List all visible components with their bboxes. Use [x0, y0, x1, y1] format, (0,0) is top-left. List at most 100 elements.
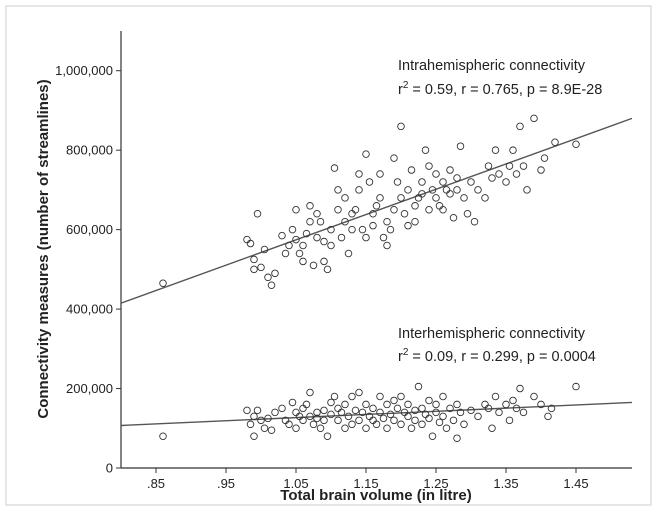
intrahemispheric-point	[428, 186, 437, 194]
intra-annotation-stats: r2 = 0.59, r = 0.765, p = 8.9E-28	[398, 80, 602, 98]
interhemispheric-point	[288, 398, 297, 407]
intrahemispheric-point	[397, 194, 405, 202]
interhemispheric-point	[362, 424, 370, 433]
intrahemispheric-point	[257, 263, 265, 272]
intrahemispheric-point	[404, 221, 412, 230]
intrahemispheric-point	[404, 186, 412, 194]
intrahemispheric-point	[390, 154, 398, 162]
intrahemispheric-point	[470, 217, 479, 226]
intrahemispheric-point	[425, 206, 433, 214]
interhemispheric-point	[257, 416, 265, 425]
interhemispheric-point	[537, 400, 545, 409]
interhemispheric-point	[253, 406, 262, 415]
intrahemispheric-fit-line	[120, 117, 633, 304]
interhemispheric-point	[334, 416, 342, 425]
intrahemispheric-point	[523, 186, 531, 194]
y-tick-label: 800,000	[66, 143, 113, 158]
intrahemispheric-point	[369, 209, 377, 218]
interhemispheric-point	[320, 406, 328, 415]
intrahemispheric-point	[397, 122, 405, 131]
interhemispheric-point	[414, 382, 423, 391]
interhemispheric-point	[243, 406, 251, 415]
intrahemispheric-point	[463, 209, 472, 218]
interhemispheric-point	[348, 392, 356, 401]
interhemispheric-point	[509, 396, 517, 405]
intrahemispheric-point	[250, 265, 258, 274]
intrahemispheric-point	[446, 166, 454, 174]
interhemispheric-point	[271, 408, 279, 417]
intrahemispheric-point	[264, 273, 272, 282]
intrahemispheric-point	[295, 249, 304, 258]
y-tick-label: 200,000	[66, 381, 113, 396]
intrahemispheric-point	[432, 194, 440, 202]
intrahemispheric-point	[327, 241, 335, 250]
intrahemispheric-point	[439, 206, 447, 214]
interhemispheric-point	[432, 400, 440, 409]
y-tick-label: 0	[106, 461, 113, 476]
intrahemispheric-point	[439, 178, 447, 186]
intrahemispheric-point	[306, 202, 314, 210]
y-tick-label: 600,000	[66, 222, 113, 237]
interhemispheric-point	[313, 408, 321, 417]
intrahemispheric-point	[302, 229, 311, 238]
x-tick-label: .95	[217, 476, 235, 491]
intrahemispheric-point	[278, 231, 286, 240]
inter-stats-superscript: 2	[403, 347, 409, 358]
interhemispheric-point	[327, 410, 335, 419]
interhemispheric-point	[397, 420, 405, 429]
intrahemispheric-point	[292, 206, 300, 214]
interhemispheric-point	[446, 404, 454, 413]
interhemispheric-point	[299, 416, 307, 425]
interhemispheric-point	[246, 420, 255, 429]
intrahemispheric-point	[376, 194, 384, 202]
intrahemispheric-point	[330, 164, 339, 172]
interhemispheric-point	[260, 424, 269, 433]
interhemispheric-point	[453, 434, 461, 442]
y-axis-ticks: 0 200,000 400,000 600,000 800,000 1,000,000	[55, 63, 121, 476]
interhemispheric-point	[491, 392, 500, 401]
inter-stats-prefix: r	[398, 349, 403, 365]
y-tick-label: 1,000,000	[55, 63, 113, 78]
intrahemispheric-point	[481, 194, 489, 202]
intrahemispheric-point	[355, 186, 363, 194]
interhemispheric-point	[393, 404, 402, 413]
interhemispheric-point	[376, 392, 384, 401]
interhemispheric-point	[439, 412, 447, 421]
interhemispheric-point	[369, 404, 377, 413]
interhemispheric-point	[502, 400, 510, 409]
intrahemispheric-point	[411, 217, 419, 226]
intrahemispheric-point	[260, 245, 269, 254]
interhemispheric-point	[432, 408, 440, 417]
intra-annotation-title: Intrahemispheric connectivity	[398, 58, 586, 74]
interhemispheric-point	[425, 414, 433, 423]
interhemispheric-point	[344, 412, 353, 421]
intrahemispheric-point	[383, 217, 391, 226]
intrahemispheric-point	[369, 221, 377, 230]
intrahemispheric-point	[341, 217, 349, 226]
intrahemispheric-point	[365, 178, 374, 186]
data-points	[159, 114, 580, 442]
interhemispheric-point	[572, 382, 580, 391]
interhemispheric-point	[505, 416, 514, 425]
interhemispheric-point	[516, 384, 524, 393]
intrahemispheric-point	[540, 154, 549, 162]
intrahemispheric-point	[502, 178, 510, 186]
intrahemispheric-point	[344, 249, 353, 258]
interhemispheric-point	[460, 420, 468, 429]
intrahemispheric-point	[379, 233, 388, 242]
intrahemispheric-point	[299, 241, 307, 250]
interhemispheric-point	[474, 412, 482, 421]
intrahemispheric-point	[288, 225, 297, 234]
y-axis-title: Connectivity measures (number of streaml…	[35, 79, 52, 418]
intrahemispheric-point	[474, 186, 482, 194]
interhemispheric-point	[428, 432, 437, 440]
intrahemispheric-point	[327, 225, 335, 234]
intrahemispheric-point	[460, 194, 468, 202]
interhemispheric-point	[530, 392, 538, 401]
intra-stats-values: = 0.59, r = 0.765, p = 8.9E-28	[408, 82, 602, 98]
intrahemispheric-point	[348, 225, 356, 234]
interhemispheric-point	[411, 406, 419, 415]
intrahemispheric-point	[456, 142, 465, 150]
intrahemispheric-point	[334, 206, 342, 214]
y-tick-label: 400,000	[66, 302, 113, 317]
